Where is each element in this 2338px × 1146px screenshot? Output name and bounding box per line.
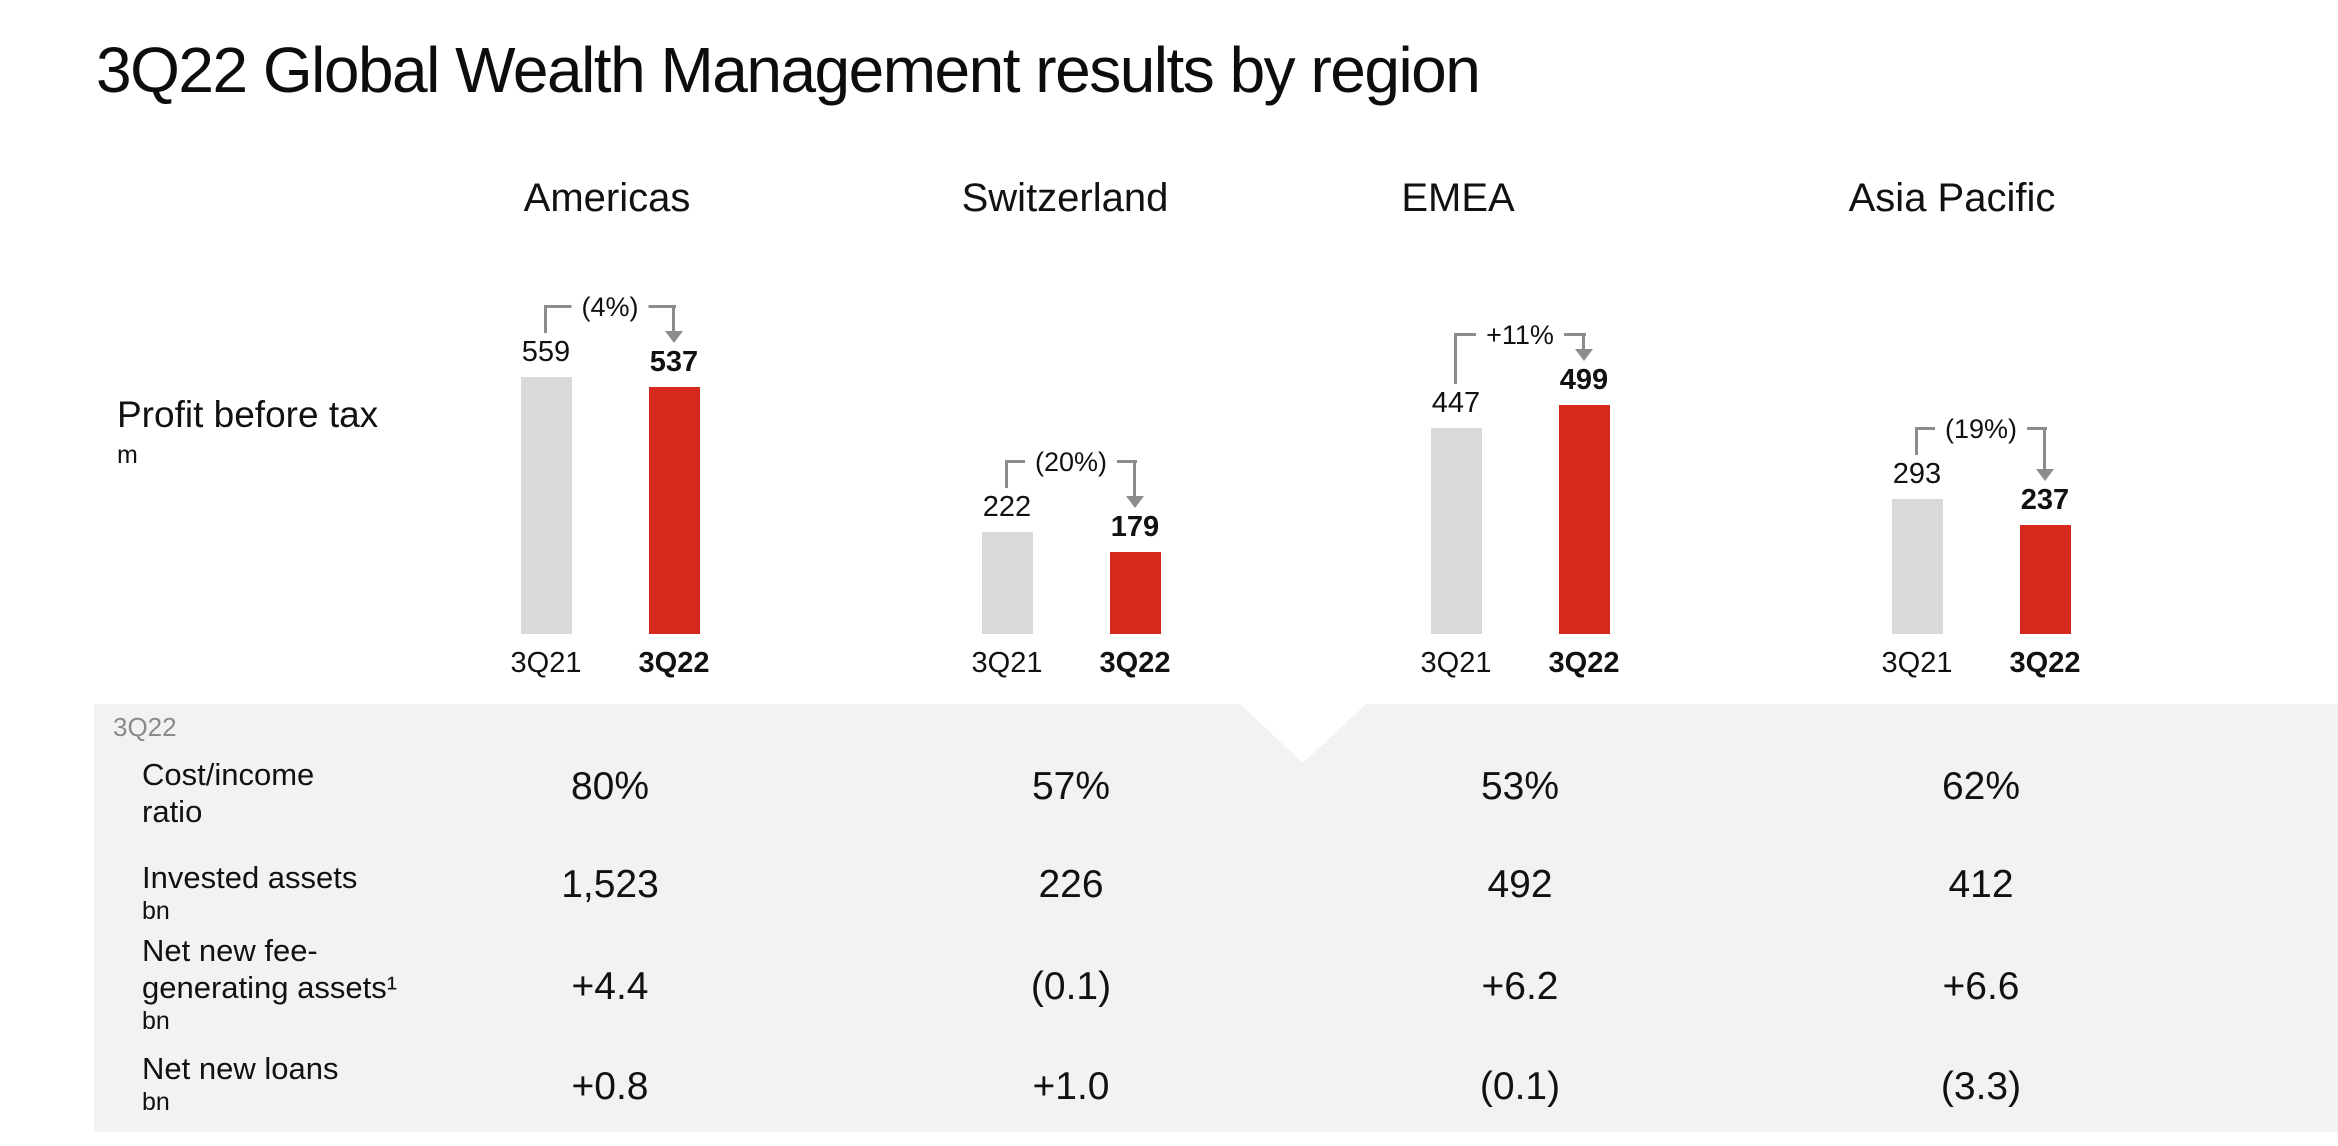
bar-value-3q22: 237 <box>2020 484 2070 517</box>
bar-value-3q22: 179 <box>1110 510 1160 543</box>
arrow-down-icon <box>1126 495 1144 508</box>
row-label: Cost/income ratio <box>142 756 432 830</box>
table-cell: (0.1) <box>1479 1065 1561 1108</box>
row-label-line: Net new fee- <box>142 933 318 968</box>
axis-label-3q21: 3Q21 <box>1420 647 1492 679</box>
table-cell: 62% <box>1941 765 2021 808</box>
change-label: (4%) <box>571 290 649 324</box>
table-cell: 226 <box>1038 863 1104 906</box>
panel-period-label: 3Q22 <box>113 712 177 742</box>
bar-3q21 <box>520 377 572 634</box>
bar-3q22 <box>2019 525 2071 634</box>
table-cell: 412 <box>1948 863 2014 906</box>
table-cell: 53% <box>1480 765 1560 808</box>
arrow-line <box>1582 332 1585 349</box>
bar-value-3q21: 559 <box>521 336 571 368</box>
bracket-left-tick <box>544 305 547 333</box>
row-label-line: ratio <box>142 794 203 829</box>
row-label-line: Net new loans <box>142 1051 339 1086</box>
bar-3q22 <box>1109 551 1161 634</box>
page-title: 3Q22 Global Wealth Management results by… <box>96 34 1481 106</box>
row-unit: bn <box>142 1088 170 1116</box>
axis-label-3q21: 3Q21 <box>971 647 1043 679</box>
row-label-line: Cost/income <box>142 757 315 792</box>
bar-3q22 <box>1558 404 1610 634</box>
bar-value-3q21: 447 <box>1431 387 1481 420</box>
bar-3q21 <box>1430 428 1482 634</box>
arrow-down-icon <box>665 331 683 344</box>
arrow-line <box>2043 427 2046 470</box>
axis-label-3q22: 3Q22 <box>1099 647 1171 679</box>
table-cell: 1,523 <box>561 863 659 906</box>
metric-unit: m <box>117 441 138 469</box>
bar-value-3q22: 499 <box>1559 363 1609 396</box>
change-label: (19%) <box>1934 412 2028 447</box>
axis-label-3q21: 3Q21 <box>1881 647 1953 679</box>
table-cell: +6.6 <box>1942 965 2020 1008</box>
axis-label-3q21: 3Q21 <box>510 647 582 679</box>
row-label: Net new loans bn <box>142 1050 432 1117</box>
table-cell: +6.2 <box>1481 965 1559 1008</box>
table-cell: 80% <box>570 765 650 808</box>
axis-label-3q22: 3Q22 <box>1548 647 1620 679</box>
bracket-left-tick <box>1915 427 1918 456</box>
metric-label: Profit before tax <box>117 394 379 435</box>
bar-value-3q21: 293 <box>1892 458 1942 491</box>
bar-value-3q21: 222 <box>982 490 1032 523</box>
arrow-line <box>1133 459 1136 496</box>
bar-3q21 <box>1891 499 1943 634</box>
row-label-line: Invested assets <box>142 860 358 895</box>
arrow-line <box>672 305 675 332</box>
table-cell: +0.8 <box>571 1065 649 1108</box>
region-header: Asia Pacific <box>1848 176 2056 220</box>
arrow-down-icon <box>1575 348 1593 361</box>
bar-value-3q22: 537 <box>649 346 699 379</box>
row-unit: bn <box>142 897 170 925</box>
bar-3q21 <box>981 531 1033 634</box>
table-cell: +4.4 <box>571 965 649 1008</box>
axis-label-3q22: 3Q22 <box>638 647 710 679</box>
region-header: EMEA <box>1401 176 1515 220</box>
panel-notch <box>1240 704 1366 763</box>
region-header: Switzerland <box>961 176 1169 220</box>
table-cell: (0.1) <box>1030 965 1112 1008</box>
row-label: Net new fee-generating assets¹ bn <box>142 932 432 1036</box>
kpi-panel: 3Q22 <box>94 704 2338 1132</box>
bar-3q22 <box>648 387 700 634</box>
table-cell: (3.3) <box>1940 1065 2022 1108</box>
change-label: (20%) <box>1024 444 1118 479</box>
change-label: +11% <box>1476 317 1564 352</box>
table-cell: 492 <box>1487 863 1553 906</box>
axis-label-3q22: 3Q22 <box>2009 647 2081 679</box>
arrow-down-icon <box>2036 469 2054 482</box>
bracket-left-tick <box>1454 332 1457 385</box>
row-unit: bn <box>142 1007 170 1035</box>
table-cell: +1.0 <box>1032 1065 1110 1108</box>
region-header: Americas <box>523 176 691 220</box>
table-cell: 57% <box>1031 765 1111 808</box>
bracket-left-tick <box>1005 459 1008 488</box>
row-label: Invested assets bn <box>142 859 432 926</box>
row-label-line: generating assets¹ <box>142 970 398 1005</box>
